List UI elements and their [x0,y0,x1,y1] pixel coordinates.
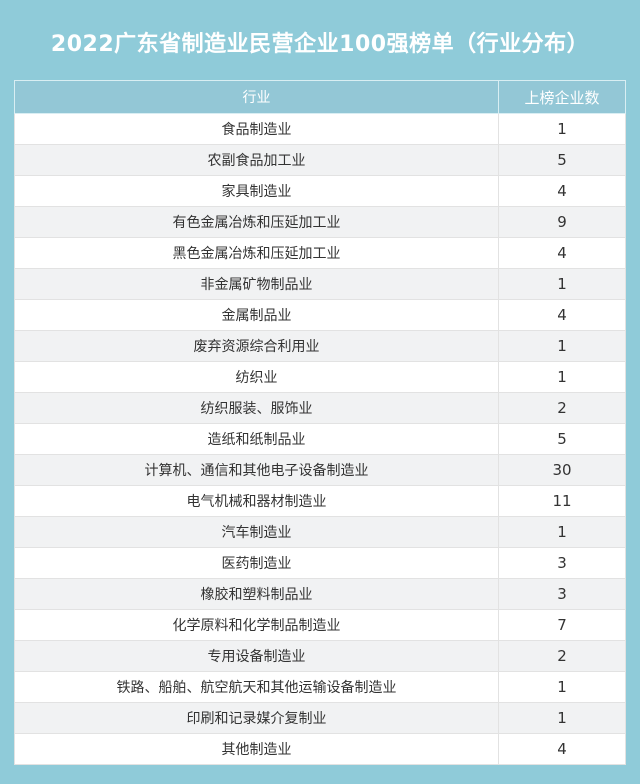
industry-name: 黑色金属冶炼和压延加工业 [14,237,499,269]
table-head: 行业 上榜企业数 [14,80,626,114]
column-header: 行业 [14,80,499,114]
table-row: 家具制造业 4 [14,175,626,207]
table-row: 有色金属冶炼和压延加工业 9 [14,206,626,238]
table-row: 农副食品加工业 5 [14,144,626,176]
company-count: 3 [498,578,626,610]
company-count: 2 [498,640,626,672]
company-count: 2 [498,392,626,424]
industry-table: 行业 上榜企业数 食品制造业 1 农副食品加工业 5 家具制造业 4 有色金属冶炼和压延加工… [14,80,626,765]
industry-name: 化学原料和化学制品制造业 [14,609,499,641]
table-row: 黑色金属冶炼和压延加工业 4 [14,237,626,269]
company-count: 4 [498,175,626,207]
company-count: 1 [498,361,626,393]
company-count: 5 [498,423,626,455]
industry-name: 医药制造业 [14,547,499,579]
table-row: 食品制造业 1 [14,113,626,145]
industry-name: 金属制品业 [14,299,499,331]
company-count: 1 [498,330,626,362]
company-count: 1 [498,113,626,145]
industry-name: 印刷和记录媒介复制业 [14,702,499,734]
industry-name: 电气机械和器材制造业 [14,485,499,517]
company-count: 1 [498,671,626,703]
table-body: 食品制造业 1 农副食品加工业 5 家具制造业 4 有色金属冶炼和压延加工业 9 黑色金属冶炼和… [14,113,626,765]
table-row: 非金属矿物制品业 1 [14,268,626,300]
industry-name: 专用设备制造业 [14,640,499,672]
table-row: 计算机、通信和其他电子设备制造业 30 [14,454,626,486]
table-row: 化学原料和化学制品制造业 7 [14,609,626,641]
company-count: 5 [498,144,626,176]
table-row: 铁路、船舶、航空航天和其他运输设备制造业 1 [14,671,626,703]
industry-name: 食品制造业 [14,113,499,145]
industry-name: 计算机、通信和其他电子设备制造业 [14,454,499,486]
table-row: 纺织服装、服饰业 2 [14,392,626,424]
table-row: 电气机械和器材制造业 11 [14,485,626,517]
industry-name: 橡胶和塑料制品业 [14,578,499,610]
table-row: 专用设备制造业 2 [14,640,626,672]
company-count: 3 [498,547,626,579]
industry-name: 纺织业 [14,361,499,393]
industry-name: 家具制造业 [14,175,499,207]
table-row: 废弃资源综合利用业 1 [14,330,626,362]
company-count: 1 [498,268,626,300]
industry-name: 非金属矿物制品业 [14,268,499,300]
company-count: 7 [498,609,626,641]
table-row: 汽车制造业 1 [14,516,626,548]
company-count: 30 [498,454,626,486]
company-count: 4 [498,237,626,269]
company-count: 1 [498,702,626,734]
table-row: 造纸和纸制品业 5 [14,423,626,455]
industry-name: 其他制造业 [14,733,499,765]
industry-name: 农副食品加工业 [14,144,499,176]
company-count: 9 [498,206,626,238]
table-row: 金属制品业 4 [14,299,626,331]
table-row: 其他制造业 4 [14,733,626,765]
industry-name: 汽车制造业 [14,516,499,548]
column-header: 上榜企业数 [498,80,626,114]
page-title: 2022广东省制造业民营企业100强榜单（行业分布） [50,32,590,57]
table-row: 橡胶和塑料制品业 3 [14,578,626,610]
industry-name: 废弃资源综合利用业 [14,330,499,362]
table-row: 医药制造业 3 [14,547,626,579]
company-count: 4 [498,733,626,765]
company-count: 11 [498,485,626,517]
industry-name: 铁路、船舶、航空航天和其他运输设备制造业 [14,671,499,703]
header-row: 行业 上榜企业数 [14,80,626,114]
company-count: 1 [498,516,626,548]
table-row: 印刷和记录媒介复制业 1 [14,702,626,734]
table-row: 纺织业 1 [14,361,626,393]
company-count: 4 [498,299,626,331]
industry-name: 纺织服装、服饰业 [14,392,499,424]
industry-name: 有色金属冶炼和压延加工业 [14,206,499,238]
industry-name: 造纸和纸制品业 [14,423,499,455]
